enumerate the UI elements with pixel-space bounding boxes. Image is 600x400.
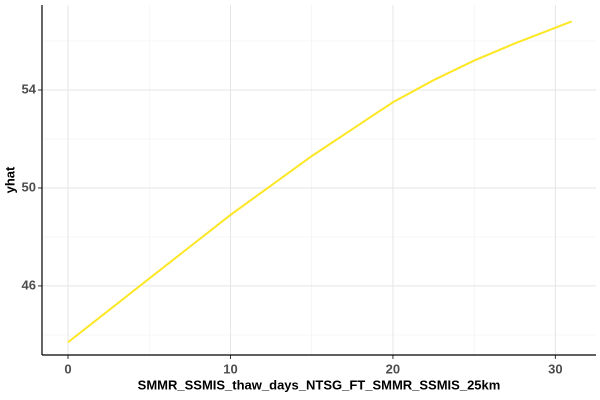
x-axis-label: SMMR_SSMIS_thaw_days_NTSG_FT_SMMR_SSMIS_… [138,377,501,392]
x-tick-label: 30 [548,361,562,376]
x-tick-label: 20 [386,361,400,376]
y-tick-label: 54 [22,81,37,96]
x-tick-label: 10 [223,361,237,376]
y-tick-label: 50 [22,179,36,194]
x-tick-label: 0 [64,361,71,376]
line [67,20,572,344]
y-tick-label: 46 [22,277,36,292]
y-axis-label: yhat [2,166,17,193]
